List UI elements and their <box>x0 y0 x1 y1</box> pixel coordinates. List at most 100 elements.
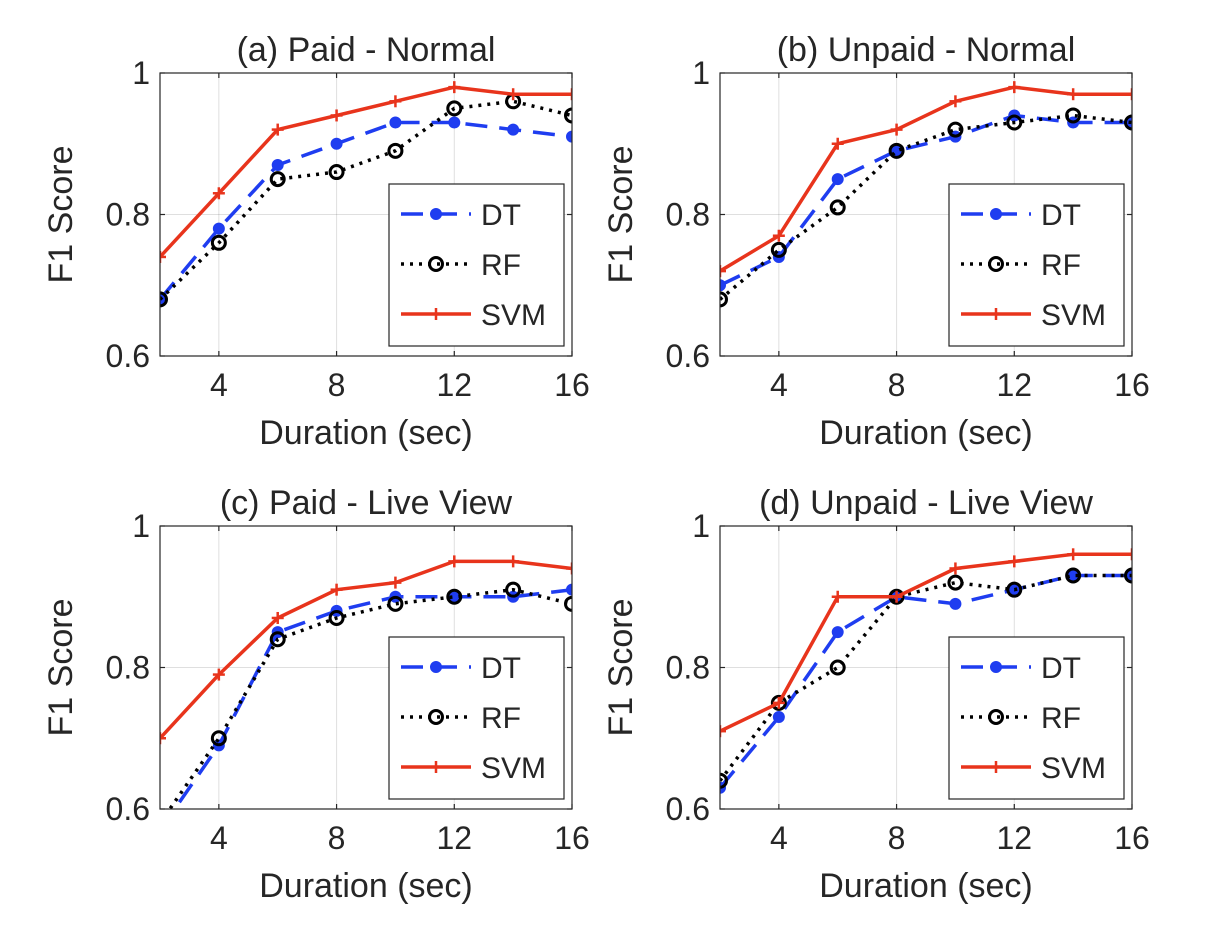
legend-box <box>948 183 1125 347</box>
point-rf-4 <box>387 142 404 159</box>
point-svm-1 <box>772 696 785 709</box>
point-rf-6 <box>1065 567 1082 584</box>
point-rf-0 <box>720 772 728 789</box>
point-rf-1 <box>770 241 787 258</box>
series-line-dt <box>720 113 1132 287</box>
legend-marker-svm <box>430 308 442 320</box>
point-svm-5 <box>448 555 461 568</box>
point-svm-4 <box>389 576 402 589</box>
plot-area <box>160 81 572 308</box>
point-dt-7 <box>566 130 572 143</box>
y-tick-label: 1 <box>692 55 710 91</box>
legend-marker-dt <box>990 208 1002 220</box>
legend: DT RF SVM <box>388 636 565 800</box>
x-tick-label: 8 <box>328 367 346 403</box>
legend-label-rf: RF <box>481 702 521 735</box>
y-tick-label: 0.6 <box>106 791 150 827</box>
point-dt-1 <box>772 711 785 724</box>
y-axis-label: F1 Score <box>42 146 80 284</box>
legend-marker-dt <box>990 661 1002 673</box>
y-tick-label: 0.6 <box>106 338 150 374</box>
point-rf-7 <box>564 595 572 612</box>
legend-label-rf: RF <box>1041 702 1081 735</box>
legend-marker-dt <box>430 661 442 673</box>
legend-marker-dt <box>430 208 442 220</box>
legend-marker-rf <box>428 709 444 725</box>
point-rf-0 <box>154 817 167 830</box>
x-tick-label: 12 <box>996 820 1032 856</box>
point-rf-2 <box>269 631 286 648</box>
plot-area <box>720 81 1132 308</box>
point-rf-5 <box>1006 581 1023 598</box>
plot-area <box>154 555 572 830</box>
y-tick-label: 0.8 <box>666 650 710 686</box>
point-svm-6 <box>507 555 520 568</box>
series-line-rf <box>167 587 572 809</box>
point-rf-7 <box>1124 114 1132 131</box>
y-tick-label: 0.6 <box>666 338 710 374</box>
y-tick-label: 1 <box>132 55 150 91</box>
legend-marker-svm <box>990 761 1002 773</box>
y-tick-label: 0.8 <box>106 197 150 233</box>
chart-title: (c) Paid - Live View <box>220 484 513 522</box>
point-rf-4 <box>387 595 404 612</box>
point-svm-3 <box>890 590 903 603</box>
legend-label-svm: SVM <box>1041 299 1106 332</box>
x-tick-label: 16 <box>554 820 590 856</box>
point-dt-6 <box>507 123 520 136</box>
point-dt-0 <box>720 279 726 292</box>
point-svm-0 <box>160 250 166 263</box>
chart-title: (d) Unpaid - Live View <box>759 484 1093 522</box>
point-svm-2 <box>831 137 844 150</box>
legend-label-rf: RF <box>1041 249 1081 282</box>
point-rf-5 <box>1006 114 1023 131</box>
point-dt-2 <box>271 158 284 171</box>
point-rf-2 <box>829 199 846 216</box>
legend-label-dt: DT <box>481 652 521 685</box>
point-svm-4 <box>949 562 962 575</box>
point-svm-7 <box>1126 88 1132 101</box>
legend-box <box>388 183 565 347</box>
y-tick-label: 0.6 <box>666 791 710 827</box>
point-dt-1 <box>212 222 225 235</box>
series-line-rf <box>720 573 1132 782</box>
point-rf-6 <box>505 581 522 598</box>
panel-3: 4 8 12 16 0.6 0.8 1 (c) Paid - Live View Duratio… <box>42 484 590 905</box>
y-tick-label: 0.8 <box>106 650 150 686</box>
point-svm-2 <box>271 611 284 624</box>
point-dt-2 <box>831 626 844 639</box>
point-svm-5 <box>1008 555 1021 568</box>
point-svm-6 <box>507 88 520 101</box>
point-rf-7 <box>1124 567 1132 584</box>
y-tick-label: 1 <box>132 508 150 544</box>
x-tick-label: 8 <box>888 367 906 403</box>
point-svm-7 <box>566 88 572 101</box>
x-tick-label: 4 <box>770 367 788 403</box>
point-dt-2 <box>831 173 844 186</box>
legend-marker-rf <box>988 709 1004 725</box>
x-tick-label: 16 <box>1114 367 1150 403</box>
point-dt-5 <box>448 116 461 129</box>
x-axis-label: Duration (sec) <box>819 414 1033 452</box>
legend-box <box>948 636 1125 800</box>
point-svm-0 <box>720 725 726 738</box>
y-tick-label: 1 <box>692 508 710 544</box>
point-rf-5 <box>446 588 463 605</box>
panel-1: 4 8 12 16 0.6 0.8 1 (a) Paid - Normal Duration (… <box>42 31 590 452</box>
series-line-svm <box>160 559 572 740</box>
legend-label-dt: DT <box>1041 652 1081 685</box>
point-rf-3 <box>328 164 345 181</box>
legend: DT RF SVM <box>388 183 565 347</box>
legend-label-dt: DT <box>481 199 521 232</box>
point-dt-4 <box>389 116 402 129</box>
x-axis-label: Duration (sec) <box>259 867 473 905</box>
legend-label-svm: SVM <box>1041 752 1106 785</box>
y-axis-label: F1 Score <box>602 146 640 284</box>
point-rf-0 <box>720 291 728 308</box>
point-svm-4 <box>389 95 402 108</box>
point-svm-7 <box>566 562 572 575</box>
point-rf-1 <box>210 234 227 251</box>
legend-label-rf: RF <box>481 249 521 282</box>
point-svm-0 <box>160 732 166 745</box>
